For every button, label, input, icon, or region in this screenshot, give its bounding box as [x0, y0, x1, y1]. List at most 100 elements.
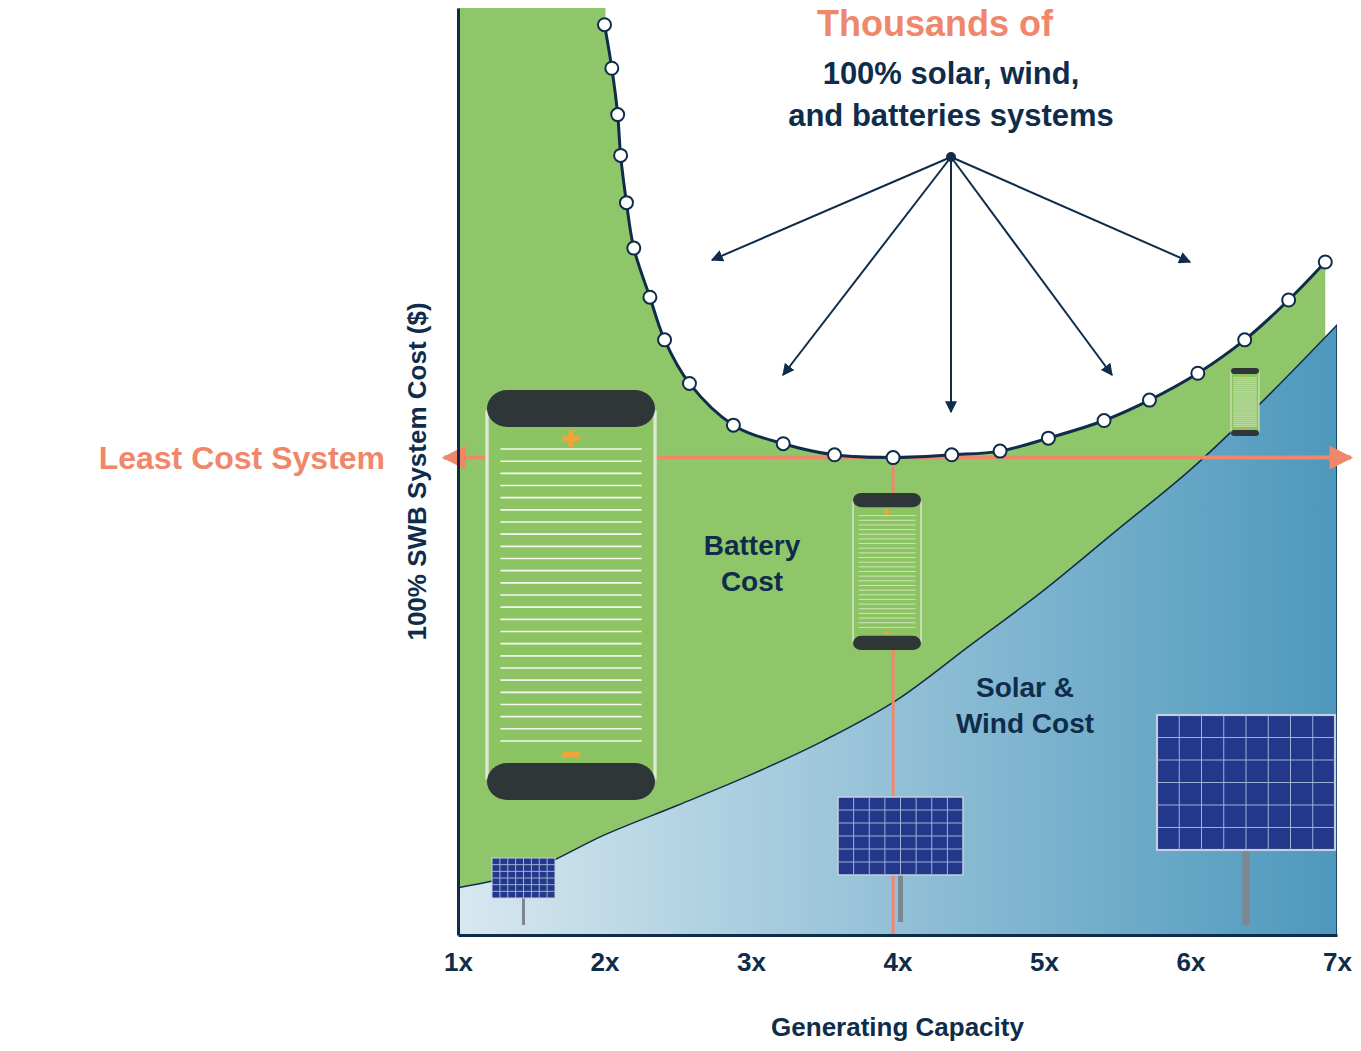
chart: 1x2x3x4x5x6x7xGenerating Capacity100% SW… — [0, 0, 1361, 1051]
callout-arrow — [712, 157, 951, 260]
battery-stripe — [1233, 397, 1257, 398]
battery-stripe — [1233, 426, 1257, 427]
x-tick: 2x — [591, 935, 620, 977]
battery-icon — [853, 493, 921, 650]
panel-pole — [898, 875, 903, 922]
system-marker — [828, 448, 841, 461]
panel-grid — [838, 823, 963, 824]
battery-cap — [853, 636, 921, 650]
panel-pole — [522, 898, 525, 925]
battery-stripe — [858, 538, 915, 539]
panel-grid — [1157, 737, 1335, 738]
callout-arrow — [783, 157, 951, 375]
system-marker — [643, 291, 656, 304]
system-marker — [614, 149, 627, 162]
battery-stripe — [1233, 393, 1257, 394]
x-axis-line — [459, 934, 1338, 937]
battery-stripe — [858, 627, 915, 628]
battery-stripe — [1233, 395, 1257, 396]
least-cost-label: Least Cost System — [99, 440, 385, 476]
system-marker — [1098, 414, 1111, 427]
battery-stripe — [858, 608, 915, 609]
battery-minus — [563, 752, 580, 757]
battery-stripe — [500, 643, 641, 645]
solar-panel-icon — [492, 858, 555, 925]
battery-stripe — [858, 515, 915, 516]
text-line: Wind Cost — [956, 708, 1094, 739]
panel-grid — [1157, 760, 1335, 761]
battery-stripe — [1233, 389, 1257, 390]
panel-grid — [1157, 805, 1335, 806]
callout-arrow — [950, 157, 952, 412]
system-marker — [727, 419, 740, 432]
system-marker — [627, 242, 640, 255]
text-line: and batteries systems — [788, 98, 1114, 133]
system-marker — [683, 377, 696, 390]
battery-stripe — [1233, 420, 1257, 421]
callout-text: 100% solar, wind, and batteries systems — [788, 56, 1114, 133]
x-axis-title: Generating Capacity — [771, 1012, 1024, 1042]
plot: 1x2x3x4x5x6x7x — [444, 8, 1352, 977]
solar-panel-icon — [1157, 715, 1335, 925]
system-marker — [658, 333, 671, 346]
battery-stripe — [500, 606, 641, 608]
battery-stripe — [500, 655, 641, 657]
panel-grid — [492, 878, 555, 879]
total-cost-line — [605, 25, 1326, 458]
plot-areas — [458, 8, 1337, 935]
text-line: Battery — [704, 530, 801, 561]
battery-stripe — [1233, 410, 1257, 411]
battery-body — [487, 412, 655, 778]
battery-plus — [886, 508, 888, 515]
system-marker — [887, 451, 900, 464]
panel-grid — [492, 864, 555, 865]
battery-body — [853, 501, 921, 641]
x-tick: 4x — [884, 935, 913, 977]
y-axis-title: 100% SWB System Cost ($) — [402, 302, 432, 640]
battery-stripe — [1233, 424, 1257, 425]
system-marker — [945, 448, 958, 461]
battery-stripe — [500, 679, 641, 681]
solar-wind-area — [458, 325, 1337, 935]
battery-stripe — [1233, 383, 1257, 384]
battery-stripe — [500, 691, 641, 693]
callout-arrows — [712, 152, 1190, 412]
battery-stripe — [1233, 422, 1257, 423]
battery-stripe — [858, 599, 915, 600]
battery-stripe — [858, 622, 915, 623]
battery-stripe — [500, 631, 641, 633]
battery-cap — [1231, 368, 1259, 374]
battery-stripe — [1233, 402, 1257, 403]
system-marker — [620, 196, 633, 209]
battery-stripe — [858, 585, 915, 586]
battery-icon — [1231, 368, 1259, 436]
battery-stripe — [858, 613, 915, 614]
battery-stripe — [500, 716, 641, 718]
system-marker — [1319, 255, 1332, 268]
battery-stripe — [500, 582, 641, 584]
system-marker — [598, 18, 611, 31]
battery-stripe — [858, 529, 915, 530]
x-tick-label: 3x — [737, 947, 766, 977]
battery-cost-label: BatteryCost — [704, 530, 801, 597]
battery-plus — [568, 430, 573, 447]
battery-cap — [487, 390, 655, 427]
battery-stripe — [858, 562, 915, 563]
battery-stripe — [500, 509, 641, 511]
x-tick-label: 7x — [1323, 947, 1352, 977]
battery-plus — [1244, 375, 1247, 377]
text-line: 100% solar, wind, — [823, 56, 1080, 91]
system-marker — [611, 108, 624, 121]
battery-stripe — [500, 485, 641, 487]
panel-face — [838, 797, 963, 875]
system-marker — [994, 445, 1007, 458]
y-axis-line — [457, 9, 460, 936]
battery-stripe — [858, 548, 915, 549]
system-marker — [777, 437, 790, 450]
system-marker — [1042, 432, 1055, 445]
battery-stripe — [500, 473, 641, 475]
panel-face — [492, 858, 555, 898]
battery-stripe — [858, 618, 915, 619]
system-marker — [605, 62, 618, 75]
battery-stripe — [1233, 387, 1257, 388]
